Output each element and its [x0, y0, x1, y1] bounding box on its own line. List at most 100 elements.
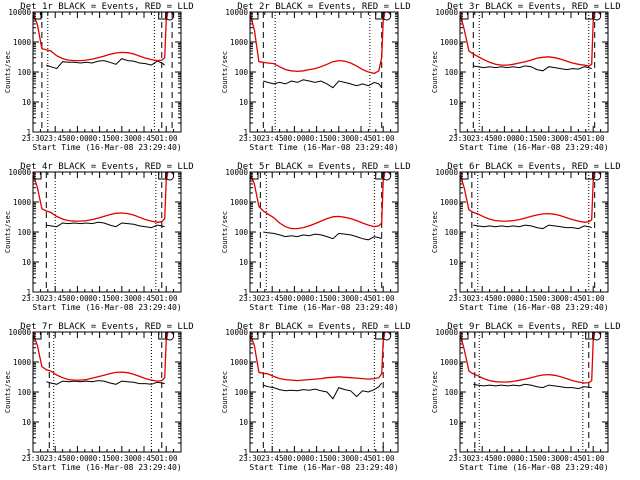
- panel-title: Det 8r BLACK = Events, RED = LLD: [237, 322, 410, 332]
- x-tick-label: 00:00: [493, 134, 516, 143]
- x-tick-label: 00:30: [538, 454, 561, 463]
- panel-title: Det 6r BLACK = Events, RED = LLD: [447, 162, 620, 172]
- square-marker: [460, 331, 469, 340]
- panel-det-7r: Det 7r BLACK = Events, RED = LLD 1 10 100 10…: [4, 322, 194, 472]
- y-tick-label: 100: [17, 388, 31, 397]
- x-tick-label: 00:00: [283, 134, 306, 143]
- x-tick-label: 00:30: [538, 134, 561, 143]
- y-tick-label: 100: [444, 228, 458, 237]
- square-marker: [250, 171, 259, 180]
- x-tick-label: 00:15: [88, 454, 111, 463]
- x-tick-label: 23:30: [239, 294, 262, 303]
- x-tick-label: 00:30: [111, 134, 134, 143]
- x-tick-label: 01:00: [372, 134, 395, 143]
- panel-det-5r: Det 5r BLACK = Events, RED = LLD 1 10 100 10…: [221, 162, 411, 312]
- y-tick-label: 1: [453, 288, 458, 297]
- y-axis-label: Counts/sec: [221, 371, 229, 413]
- y-tick-label: 10000: [8, 328, 31, 337]
- series-line-events: [46, 380, 165, 385]
- panel-det-9r: Det 9r BLACK = Events, RED = LLD 1 10 100 10…: [431, 322, 621, 472]
- square-marker: [460, 171, 469, 180]
- x-tick-label: 23:45: [261, 294, 284, 303]
- circle-marker: [592, 171, 602, 181]
- y-tick-label: 10000: [225, 328, 248, 337]
- x-tick-label: 00:45: [560, 294, 583, 303]
- y-tick-label: 1000: [13, 198, 32, 207]
- y-tick-label: 10: [22, 258, 32, 267]
- x-tick-label: 00:45: [133, 134, 156, 143]
- y-tick-label: 100: [17, 68, 31, 77]
- panel-title: Det 1r BLACK = Events, RED = LLD: [20, 2, 193, 12]
- x-tick-label: 01:00: [372, 454, 395, 463]
- x-tick-label: 00:00: [283, 454, 306, 463]
- y-tick-label: 1: [26, 128, 31, 137]
- x-tick-label: 23:30: [449, 454, 472, 463]
- y-tick-label: 10: [449, 418, 459, 427]
- y-tick-label: 1: [243, 288, 248, 297]
- series-line-events: [263, 79, 383, 89]
- x-axis-label: Start Time (16-Mar-08 23:29:40): [459, 463, 608, 472]
- y-tick-label: 10000: [225, 8, 248, 17]
- series-line-lld: [459, 13, 596, 67]
- x-tick-label: 23:30: [239, 134, 262, 143]
- x-tick-label: 00:00: [66, 454, 89, 463]
- x-tick-label: 23:45: [471, 294, 494, 303]
- x-tick-label: 01:00: [582, 134, 605, 143]
- x-axis-label: Start Time (16-Mar-08 23:29:40): [459, 303, 608, 312]
- x-axis-label: Start Time (16-Mar-08 23:29:40): [459, 143, 608, 152]
- circle-marker: [165, 331, 175, 341]
- x-tick-label: 00:15: [515, 134, 538, 143]
- series-line-lld: [32, 173, 169, 223]
- y-tick-label: 1000: [230, 358, 249, 367]
- y-axis-label: Counts/sec: [221, 211, 229, 253]
- square-marker: [33, 331, 42, 340]
- y-axis-label: Counts/sec: [431, 51, 439, 93]
- y-tick-label: 10: [449, 258, 459, 267]
- y-tick-label: 100: [234, 68, 248, 77]
- x-axis-label: Start Time (16-Mar-08 23:29:40): [32, 303, 181, 312]
- square-marker: [460, 11, 469, 20]
- panel-title: Det 4r BLACK = Events, RED = LLD: [20, 162, 193, 172]
- y-tick-label: 1000: [230, 198, 249, 207]
- panel-title: Det 3r BLACK = Events, RED = LLD: [447, 2, 620, 12]
- series-line-lld: [459, 333, 596, 384]
- x-tick-label: 00:45: [560, 454, 583, 463]
- series-line-lld: [32, 13, 169, 62]
- plot-frame: [249, 171, 399, 293]
- circle-marker: [382, 331, 392, 341]
- x-tick-label: 01:00: [582, 294, 605, 303]
- circle-marker: [592, 11, 602, 21]
- square-marker: [33, 171, 42, 180]
- y-tick-label: 1000: [13, 358, 32, 367]
- y-tick-label: 100: [444, 388, 458, 397]
- y-tick-label: 10: [449, 98, 459, 107]
- x-tick-label: 00:15: [88, 134, 111, 143]
- y-axis-label: Counts/sec: [221, 51, 229, 93]
- x-tick-label: 23:30: [22, 134, 45, 143]
- y-tick-label: 100: [234, 388, 248, 397]
- panel-title: Det 9r BLACK = Events, RED = LLD: [447, 322, 620, 332]
- x-tick-label: 00:45: [133, 454, 156, 463]
- x-tick-label: 23:45: [471, 134, 494, 143]
- series-line-events: [263, 382, 383, 400]
- series-line-events: [46, 221, 165, 229]
- x-axis-label: Start Time (16-Mar-08 23:29:40): [249, 303, 398, 312]
- x-tick-label: 23:30: [22, 294, 45, 303]
- y-tick-label: 100: [17, 228, 31, 237]
- x-tick-label: 01:00: [582, 454, 605, 463]
- square-marker: [250, 331, 259, 340]
- plot-frame: [459, 331, 609, 453]
- y-tick-label: 10000: [8, 168, 31, 177]
- series-line-lld: [249, 13, 386, 75]
- circle-marker: [382, 11, 392, 21]
- x-tick-label: 01:00: [155, 294, 178, 303]
- y-tick-label: 1000: [13, 38, 32, 47]
- y-tick-label: 10000: [435, 328, 458, 337]
- x-axis-label: Start Time (16-Mar-08 23:29:40): [249, 143, 398, 152]
- series-line-lld: [32, 333, 169, 382]
- panel-det-8r: Det 8r BLACK = Events, RED = LLD 1 10 100 10…: [221, 322, 411, 472]
- panel-det-3r: Det 3r BLACK = Events, RED = LLD 1 10 100 10…: [431, 2, 621, 152]
- y-axis-label: Counts/sec: [431, 371, 439, 413]
- x-tick-label: 00:00: [66, 294, 89, 303]
